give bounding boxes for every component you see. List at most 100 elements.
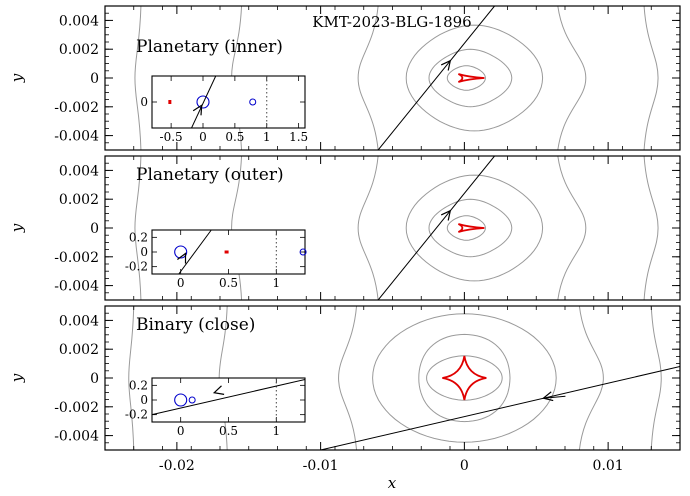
magnification-contour (405, 24, 544, 132)
central-caustic (457, 223, 485, 233)
plot-area (134, 156, 659, 300)
inset-x-tick-label: 0.5 (219, 424, 238, 438)
x-tick-label: 0.01 (593, 458, 624, 474)
magnification-contour (557, 6, 587, 150)
inset-y-tick-label: 0 (140, 95, 148, 109)
y-axis-label-1: y (8, 223, 26, 233)
y-tick-label: 0 (90, 71, 99, 87)
magnification-contour (134, 6, 142, 150)
inset-y-tick-label: 0.2 (129, 230, 148, 244)
magnification-contour (338, 306, 358, 450)
y-tick-label: 0.002 (59, 42, 99, 58)
inset-y-tick-label: 0 (140, 393, 148, 407)
inset-y-tick-label: 0.2 (129, 378, 148, 392)
trajectory-arrow (543, 395, 566, 399)
magnification-contour (372, 313, 557, 443)
source-trajectory (377, 6, 495, 150)
inset-trajectory (178, 229, 212, 275)
planet-lens (249, 98, 257, 106)
y-tick-label: 0.004 (59, 13, 99, 29)
x-tick-label: -0.02 (159, 458, 195, 474)
inset-plot: 0 0.5 10.20-0.2 (125, 229, 307, 290)
magnification-contour (650, 306, 662, 450)
inset-x-tick-label: 0.5 (219, 276, 238, 290)
inset-y-tick-label: -0.2 (125, 260, 148, 274)
inset-x-tick-label: -0.5 (160, 130, 183, 144)
inset-x-tick-label: 1 (272, 276, 280, 290)
x-axis-label: x (388, 474, 397, 492)
plot-area (134, 6, 659, 150)
inset-x-tick-label: 1.5 (289, 130, 308, 144)
trajectory-arrow (177, 252, 187, 264)
magnification-contour (128, 306, 135, 450)
host-lens (174, 245, 188, 259)
inset-x-tick-label: 1 (272, 424, 280, 438)
magnification-contour (357, 156, 379, 300)
y-tick-label: 0 (90, 221, 99, 237)
y-tick-label: -0.004 (54, 429, 99, 445)
inset-plot: 0 0.5 10.20-0.2 (125, 377, 306, 438)
x-tick-labels: -0.02 -0.01 0 0.01 (159, 458, 624, 474)
y-tick-label: -0.002 (54, 400, 99, 416)
trajectory-arrow (542, 391, 554, 402)
inset-trajectory (191, 75, 217, 129)
magnification-contour (405, 174, 544, 282)
figure-title: KMT-2023-BLG-1896 (312, 13, 471, 31)
trajectory-arrow (212, 385, 225, 395)
y-tick-label: 0.004 (59, 163, 99, 179)
trajectory-arrow (440, 59, 452, 71)
x-tick-label: -0.01 (303, 458, 339, 474)
y-tick-label: -0.002 (54, 100, 99, 116)
magnification-contour (357, 6, 379, 150)
inset-x-tick-label: 0.5 (225, 130, 244, 144)
y-tick-label: -0.004 (54, 279, 99, 295)
inset-y-tick-label: 0 (140, 245, 148, 259)
magnification-contour (446, 65, 486, 91)
inset-trajectory (151, 378, 306, 416)
magnification-contour (643, 6, 659, 150)
inset-plot: -0.5 0 0.5 1 1.5 0 (140, 75, 308, 144)
planet-lens (299, 248, 307, 256)
y-tick-label: 0.002 (59, 192, 99, 208)
y-tick-label: -0.002 (54, 250, 99, 266)
y-tick-label: 0.002 (59, 342, 99, 358)
magnification-contour (418, 333, 511, 423)
companion-lens (188, 396, 196, 404)
host-lens (196, 95, 210, 109)
magnification-contour (578, 306, 604, 450)
magnification-contour (428, 198, 513, 258)
x-tick-label: 0 (460, 458, 469, 474)
trajectory-arrow (192, 104, 203, 116)
magnification-contour (643, 156, 659, 300)
y-axis-label-2: y (8, 373, 26, 383)
panel-label-2: Binary (close) (136, 315, 255, 335)
source-trajectory (377, 156, 495, 300)
magnification-contour (446, 215, 486, 241)
y-tick-label: -0.004 (54, 129, 99, 145)
inset-frame (151, 75, 306, 129)
central-caustic (442, 355, 487, 401)
panel-planetary-inner: 0.004 0.002 0 -0.002 -0.004 -0.5 0 0.5 1 1.5 0 (54, 5, 681, 151)
y-tick-label: 0 (90, 371, 99, 387)
magnification-contour (134, 156, 142, 300)
inset-x-tick-label: 1 (263, 130, 271, 144)
magnification-contour (428, 48, 513, 108)
planetary-caustic (168, 100, 172, 104)
y-tick-label: 0.004 (59, 313, 99, 329)
magnification-contour (557, 156, 587, 300)
inset-y-tick-label: -0.2 (125, 408, 148, 422)
inset-x-tick-label: 0 (177, 276, 185, 290)
magnification-contour (426, 355, 503, 401)
planetary-caustic (224, 250, 229, 254)
trajectory-arrow (440, 209, 452, 221)
inset-x-tick-label: 0 (199, 130, 207, 144)
source-trajectory (320, 365, 680, 450)
panel-label-0: Planetary (inner) (136, 37, 283, 57)
panel-label-1: Planetary (outer) (136, 165, 284, 185)
host-lens (174, 393, 188, 407)
y-axis-label-0: y (8, 73, 26, 83)
inset-x-tick-label: 0 (177, 424, 185, 438)
